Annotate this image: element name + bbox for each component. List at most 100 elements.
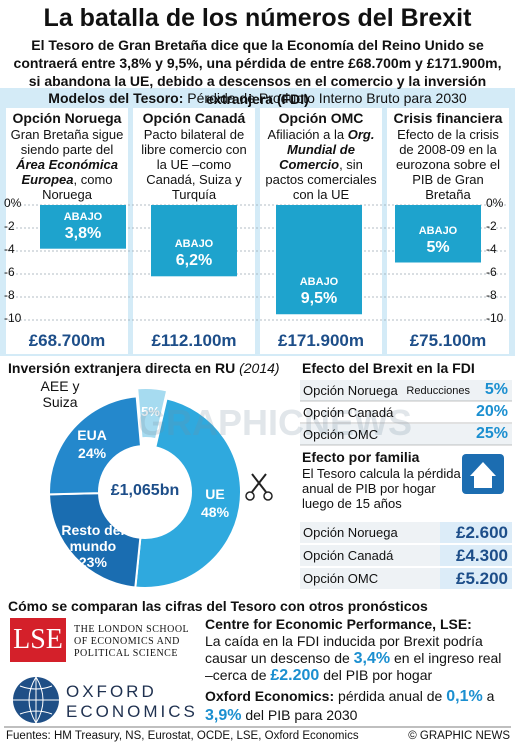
footer-sources: Fuentes: HM Treasury, NS, Eurostat, OCDE… (6, 730, 359, 742)
chart-title: Modelos del Tesoro: (48, 90, 184, 106)
row-label: Opción Canadá (303, 548, 394, 563)
scissors-icon (263, 491, 273, 501)
text-run: en el ingreso real –cerca de (205, 650, 502, 683)
category-label: AEE y Suiza (40, 378, 80, 410)
text-run: del PIB por hogar (319, 667, 433, 683)
text-run: Afiliación a la (267, 127, 348, 142)
y-tick-label: -4 (486, 242, 497, 256)
text-run: Efecto de la crisis de 2008-09 en la eur… (395, 127, 501, 202)
donut-slice (48, 492, 142, 589)
logo-text: LSE (13, 624, 63, 655)
value-box (440, 568, 512, 589)
logo-text: OF ECONOMICS AND (74, 636, 180, 647)
comparison-text: Oxford Economics: pérdida anual de 0,1% … (205, 687, 510, 725)
column-header: Opción OMC (278, 110, 364, 126)
total-label: £112.100m (151, 331, 237, 350)
value-label: 6,2% (175, 252, 213, 270)
value-label: 5% (426, 238, 450, 256)
y-tick-label: -6 (4, 265, 15, 279)
y-tick-label: 0% (486, 196, 504, 210)
chart-header: Modelos del Tesoro: Pérdida de Producto … (0, 90, 515, 106)
row-value: 20% (475, 403, 508, 420)
highlight: 3,9% (205, 707, 242, 724)
bar-text: ABAJO (299, 276, 339, 289)
column-header: Opción Noruega (12, 110, 122, 126)
text-run: Org. Mundial de Comercio (279, 127, 375, 172)
y-tick-label: -2 (486, 219, 497, 233)
section-title: Cómo se comparan las cifras del Tesoro c… (8, 598, 428, 614)
y-tick-label: -8 (486, 288, 497, 302)
subtitle: El Tesoro de Gran Bretaña dice que la Ec… (13, 37, 502, 107)
table-row (300, 380, 512, 401)
logo-text: ECONOMICS (66, 702, 198, 721)
value-label: 23% (78, 554, 107, 571)
center-label: £1,065bn (110, 482, 180, 499)
total-label: £75.100m (409, 331, 487, 350)
section-title: Efecto por familia (302, 449, 420, 465)
bar (276, 205, 362, 315)
column-description: Gran Bretaña sigue siendo parte del Área… (8, 127, 126, 202)
bar-text: ABAJO (63, 210, 103, 223)
title: La batalla de los números del Brexit (43, 4, 472, 32)
y-tick-label: -6 (486, 265, 497, 279)
category-label: UE (205, 485, 225, 502)
total-label: £171.900m (277, 331, 365, 350)
chart-title-text: Inversión extranjera directa en RU (8, 360, 236, 376)
row-value: £5.200 (456, 569, 508, 588)
text-run: Gran Bretaña sigue siendo parte del (10, 127, 124, 157)
text-run: La caída en la FDI inducida por Brexit p… (205, 633, 483, 666)
value-label: 3,8% (64, 224, 102, 242)
donut-slice (136, 387, 169, 441)
text-run: , como Noruega (42, 172, 113, 202)
table-row (300, 424, 512, 445)
donut-slice (48, 395, 143, 496)
row-label: Opción OMC (303, 571, 379, 586)
y-tick-label: -2 (4, 219, 15, 233)
text-run: pérdida anual de (334, 688, 447, 704)
row-label: Opción Noruega (303, 383, 398, 398)
lse-logo (10, 618, 66, 662)
column-description: Pacto bilateral de libre comercio con la… (135, 127, 253, 202)
logo-text: POLITICAL SCIENCE (74, 648, 178, 659)
row-value: £2.600 (456, 523, 508, 542)
highlight: 0,1% (446, 688, 483, 705)
source-name: Oxford Economics: (205, 688, 335, 704)
bar-text: ABAJO (418, 224, 458, 237)
y-tick-label: -10 (486, 311, 504, 325)
column-header: Opción Canadá (142, 110, 246, 126)
value-label: 24% (78, 444, 107, 461)
y-tick-label: -4 (4, 242, 15, 256)
total-label: £68.700m (28, 331, 106, 350)
value-box (440, 545, 512, 566)
value-label: 48% (201, 503, 230, 520)
value-label: 9,5% (300, 290, 338, 308)
value-box (440, 522, 512, 543)
row-value: £4.300 (456, 546, 508, 565)
text-run: a (482, 688, 495, 704)
comparison-text: Centre for Economic Performance, LSE: La … (205, 616, 510, 684)
highlight: £2.200 (270, 667, 320, 684)
bar (395, 205, 481, 263)
row-label: Opción OMC (303, 427, 379, 442)
chart-title: Inversión extranjera directa en RU (2014… (8, 360, 308, 376)
chart-subtitle: Pérdida de Producto Interno Bruto para 2… (187, 90, 467, 106)
section-title: Efecto del Brexit en la FDI (302, 360, 475, 376)
chart-title-note: (2014) (239, 360, 280, 376)
text-run: Área Económica Europea (16, 157, 118, 187)
table-row (300, 402, 512, 423)
globe-icon (13, 676, 59, 724)
category-label: Resto del mundo (61, 522, 125, 555)
row-value: 25% (475, 425, 508, 442)
highlight: 3,4% (353, 650, 391, 667)
logo-text: OXFORD (66, 682, 157, 701)
row-label: Opción Canadá (303, 405, 394, 420)
y-tick-label: -8 (4, 288, 15, 302)
text-run: Pacto bilateral de libre comercio con la… (141, 127, 247, 202)
y-tick-label: 0% (4, 196, 22, 210)
text-run: , sin pactos comerciales con la UE (265, 157, 377, 202)
bar (151, 205, 237, 277)
row-note: Reducciones (406, 385, 470, 397)
bar (40, 205, 126, 249)
